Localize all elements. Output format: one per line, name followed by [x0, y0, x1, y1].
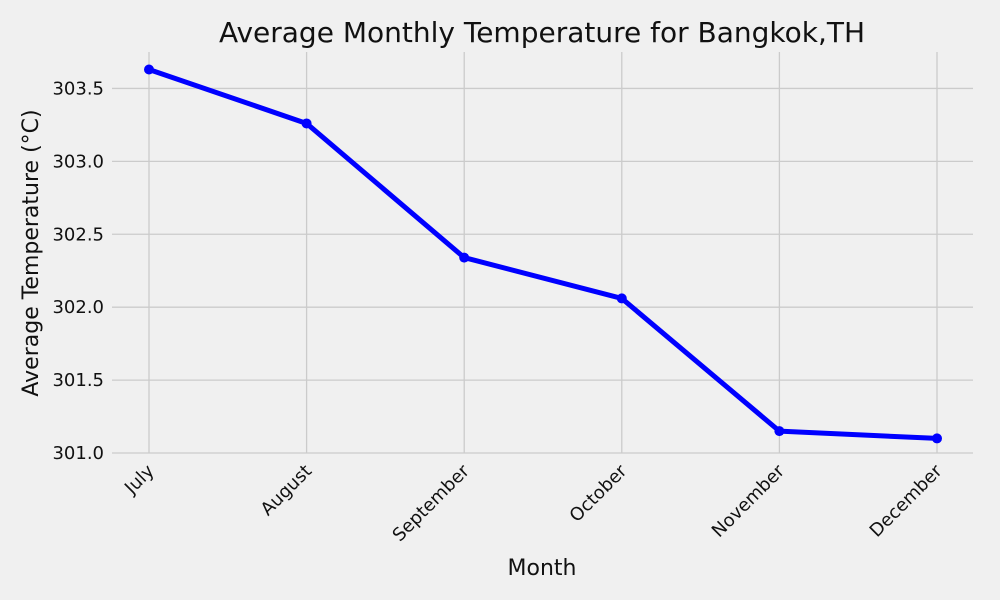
series-layer [144, 64, 942, 444]
x-tick-label: October [566, 460, 632, 526]
y-tick-label: 302.5 [52, 224, 104, 245]
data-point [932, 433, 942, 444]
y-tick-label: 303.0 [52, 151, 104, 172]
x-tick-labels: July August September October November Decemb… [120, 460, 947, 546]
x-tick-label: July [120, 460, 159, 499]
y-axis-label: Average Temperature (°C) [19, 109, 44, 396]
x-tick-label: November [708, 460, 789, 541]
x-tick-label: August [257, 461, 316, 520]
chart-title: Average Monthly Temperature for Bangkok,… [219, 16, 865, 49]
grid [112, 52, 973, 454]
y-tick-label: 301.0 [52, 443, 104, 464]
data-point [459, 252, 470, 263]
x-tick-label: September [389, 460, 475, 546]
y-tick-labels: 301.0 301.5 302.0 302.5 303.0 303.5 [52, 78, 104, 464]
x-axis-label: Month [508, 556, 577, 581]
y-tick-label: 302.0 [52, 297, 104, 318]
data-point [774, 426, 785, 437]
y-tick-label: 301.5 [52, 370, 104, 391]
y-tick-label: 303.5 [52, 78, 104, 99]
data-point [301, 118, 312, 129]
series-line [146, 66, 940, 441]
data-point [616, 293, 627, 304]
x-tick-label: December [866, 460, 947, 541]
data-point [144, 64, 154, 75]
